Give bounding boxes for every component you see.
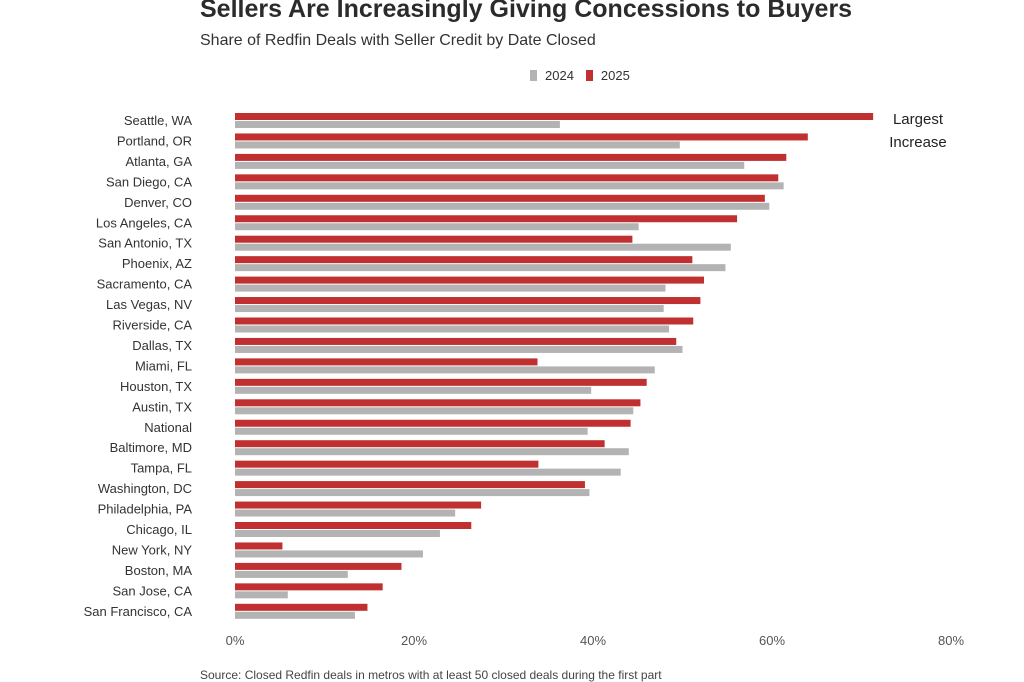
category-label-san-jose-ca: San Jose, CA	[113, 583, 193, 598]
bar-2025-boston-ma	[235, 562, 402, 570]
bar-2025-riverside-ca	[235, 317, 694, 325]
legend-swatch-2025	[585, 70, 593, 81]
category-label-philadelphia-pa: Philadelphia, PA	[98, 502, 193, 517]
bar-2024-san-diego-ca	[235, 182, 784, 190]
bar-2025-los-angeles-ca	[235, 215, 738, 223]
bar-2024-phoenix-az	[235, 264, 726, 272]
category-label-dallas-tx: Dallas, TX	[132, 338, 192, 353]
category-label-new-york-ny: New York, NY	[112, 542, 193, 557]
bar-2024-houston-tx	[235, 386, 592, 394]
bar-2024-atlanta-ga	[235, 161, 745, 169]
largest-increase-annotation: Largest Increase	[889, 111, 947, 151]
chart-subtitle: Share of Redfin Deals with Seller Credit…	[200, 32, 596, 49]
bar-2025-portland-or	[235, 133, 808, 141]
category-label-los-angeles-ca: Los Angeles, CA	[96, 215, 192, 230]
category-label-tampa-fl: Tampa, FL	[131, 461, 192, 476]
category-label-san-antonio-tx: San Antonio, TX	[98, 236, 192, 251]
bar-2025-las-vegas-nv	[235, 297, 701, 305]
bar-2024-dallas-tx	[235, 345, 683, 353]
bar-2024-new-york-ny	[235, 550, 423, 558]
x-tick-label: 80%	[938, 633, 964, 648]
bar-2025-sacramento-ca	[235, 276, 704, 284]
bar-2024-baltimore-md	[235, 448, 629, 456]
category-label-chicago-il: Chicago, IL	[126, 522, 192, 537]
bar-2025-san-antonio-tx	[235, 235, 633, 243]
bar-2025-san-francisco-ca	[235, 603, 368, 611]
bar-2024-boston-ma	[235, 570, 348, 578]
legend-label-2024: 2024	[545, 68, 574, 83]
category-label-seattle-wa: Seattle, WA	[124, 113, 192, 128]
category-label-san-francisco-ca: San Francisco, CA	[84, 604, 193, 619]
bar-2024-national	[235, 427, 588, 435]
bar-2025-chicago-il	[235, 522, 472, 529]
bar-2024-denver-co	[235, 202, 770, 210]
bar-2025-san-jose-ca	[235, 583, 383, 591]
bar-2025-phoenix-az	[235, 256, 693, 264]
bar-2024-chicago-il	[235, 530, 440, 537]
category-label-baltimore-md: Baltimore, MD	[110, 440, 192, 455]
category-label-austin-tx: Austin, TX	[132, 399, 192, 414]
category-label-miami-fl: Miami, FL	[135, 358, 192, 373]
bar-2025-new-york-ny	[235, 542, 283, 550]
source-footnote: Source: Closed Redfin deals in metros wi…	[200, 668, 662, 682]
bar-2024-los-angeles-ca	[235, 223, 639, 231]
bar-2024-san-jose-ca	[235, 591, 288, 599]
bar-2025-miami-fl	[235, 358, 538, 366]
category-label-riverside-ca: Riverside, CA	[113, 318, 193, 333]
category-label-denver-co: Denver, CO	[124, 195, 192, 210]
category-label-washington-dc: Washington, DC	[98, 481, 192, 496]
bar-2025-baltimore-md	[235, 440, 605, 448]
bar-2025-austin-tx	[235, 399, 641, 407]
category-label-national: National	[144, 420, 192, 435]
bar-2025-dallas-tx	[235, 337, 677, 345]
bar-2025-atlanta-ga	[235, 153, 787, 161]
bar-2025-philadelphia-pa	[235, 501, 482, 509]
category-label-atlanta-ga: Atlanta, GA	[126, 154, 193, 169]
bar-2024-miami-fl	[235, 366, 655, 374]
legend-entry-2025: 2025	[585, 68, 630, 83]
bar-2024-tampa-fl	[235, 468, 621, 476]
legend: 2024 2025	[530, 68, 642, 83]
x-tick-label: 60%	[759, 633, 785, 648]
bar-2025-houston-tx	[235, 378, 647, 386]
bar-2025-washington-dc	[235, 481, 585, 489]
bar-2024-austin-tx	[235, 407, 634, 415]
chart-title: Sellers Are Increasingly Giving Concessi…	[200, 0, 853, 23]
category-label-las-vegas-nv: Las Vegas, NV	[106, 297, 192, 312]
category-label-sacramento-ca: Sacramento, CA	[97, 277, 193, 292]
bar-2025-denver-co	[235, 194, 765, 202]
bar-2024-san-francisco-ca	[235, 611, 355, 619]
bar-2025-tampa-fl	[235, 460, 539, 468]
bar-2024-philadelphia-pa	[235, 509, 456, 517]
category-label-portland-or: Portland, OR	[117, 133, 192, 148]
bar-2025-seattle-wa	[235, 113, 874, 120]
x-tick-label: 0%	[226, 633, 245, 648]
bar-2025-san-diego-ca	[235, 174, 779, 182]
bar-2024-sacramento-ca	[235, 284, 666, 292]
x-tick-label: 40%	[580, 633, 606, 648]
bar-2024-seattle-wa	[235, 121, 560, 128]
category-label-houston-tx: Houston, TX	[120, 379, 192, 394]
legend-label-2025: 2025	[600, 68, 630, 83]
category-label-san-diego-ca: San Diego, CA	[106, 174, 192, 189]
bar-2024-las-vegas-nv	[235, 305, 664, 313]
bar-2024-riverside-ca	[235, 325, 670, 333]
bar-2024-washington-dc	[235, 489, 590, 497]
category-label-phoenix-az: Phoenix, AZ	[122, 256, 192, 271]
bar-2024-portland-or	[235, 141, 680, 149]
category-label-boston-ma: Boston, MA	[125, 563, 193, 578]
bar-2025-national	[235, 419, 631, 427]
bar-2024-san-antonio-tx	[235, 243, 731, 251]
legend-swatch-2024	[530, 70, 537, 81]
x-tick-label: 20%	[401, 633, 427, 648]
legend-entry-2024: 2024	[530, 68, 574, 83]
